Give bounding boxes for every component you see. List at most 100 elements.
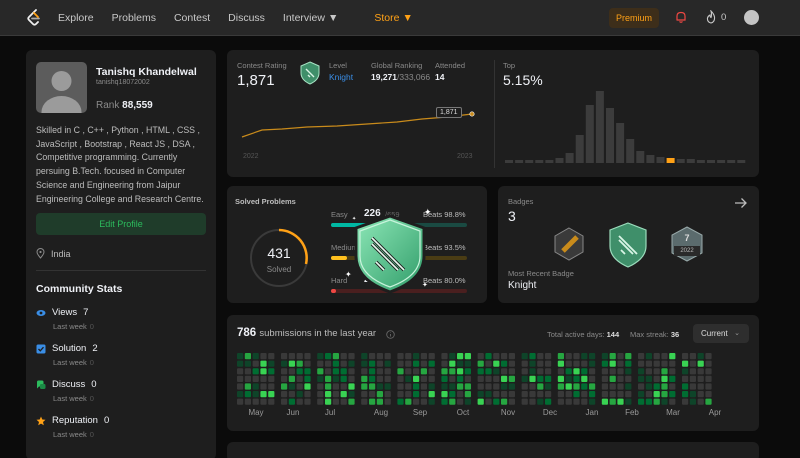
nav-discuss[interactable]: Discuss bbox=[228, 12, 265, 24]
heatmap-cell[interactable] bbox=[625, 353, 632, 360]
heatmap-cell[interactable] bbox=[244, 353, 251, 360]
heatmap-cell[interactable] bbox=[369, 398, 376, 405]
heatmap-cell[interactable] bbox=[508, 368, 515, 375]
heatmap-cell[interactable] bbox=[545, 383, 552, 390]
heatmap-cell[interactable] bbox=[413, 383, 420, 390]
heatmap-cell[interactable] bbox=[340, 360, 347, 367]
heatmap-cell[interactable] bbox=[252, 353, 259, 360]
heatmap-cell[interactable] bbox=[317, 391, 324, 398]
heatmap-cell[interactable] bbox=[348, 368, 355, 375]
heatmap-cell[interactable] bbox=[545, 353, 552, 360]
heatmap-cell[interactable] bbox=[477, 360, 484, 367]
heatmap-cell[interactable] bbox=[537, 391, 544, 398]
heatmap-cell[interactable] bbox=[689, 360, 696, 367]
heatmap-cell[interactable] bbox=[537, 398, 544, 405]
heatmap-cell[interactable] bbox=[384, 353, 391, 360]
heatmap-cell[interactable] bbox=[573, 383, 580, 390]
heatmap-cell[interactable] bbox=[325, 391, 332, 398]
heatmap-cell[interactable] bbox=[638, 368, 645, 375]
heatmap-cell[interactable] bbox=[317, 360, 324, 367]
heatmap-cell[interactable] bbox=[281, 398, 288, 405]
heatmap-cell[interactable] bbox=[573, 368, 580, 375]
heatmap-cell[interactable] bbox=[296, 398, 303, 405]
heatmap-cell[interactable] bbox=[565, 360, 572, 367]
heatmap-cell[interactable] bbox=[369, 353, 376, 360]
heatmap-cell[interactable] bbox=[501, 391, 508, 398]
heatmap-cell[interactable] bbox=[325, 375, 332, 382]
heatmap-cell[interactable] bbox=[348, 398, 355, 405]
badge-daily-icon[interactable] bbox=[670, 226, 704, 262]
heatmap-cell[interactable] bbox=[638, 398, 645, 405]
heatmap-cell[interactable] bbox=[581, 398, 588, 405]
heatmap-cell[interactable] bbox=[565, 391, 572, 398]
heatmap-cell[interactable] bbox=[545, 368, 552, 375]
heatmap-cell[interactable] bbox=[464, 383, 471, 390]
heatmap-cell[interactable] bbox=[705, 391, 712, 398]
heatmap-cell[interactable] bbox=[645, 375, 652, 382]
heatmap-cell[interactable] bbox=[682, 391, 689, 398]
heatmap-cell[interactable] bbox=[529, 375, 536, 382]
heatmap-cell[interactable] bbox=[689, 375, 696, 382]
heatmap-cell[interactable] bbox=[653, 383, 660, 390]
heatmap-cell[interactable] bbox=[420, 383, 427, 390]
heatmap-cell[interactable] bbox=[653, 360, 660, 367]
heatmap-cell[interactable] bbox=[384, 383, 391, 390]
heatmap-cell[interactable] bbox=[348, 383, 355, 390]
heatmap-cell[interactable] bbox=[428, 391, 435, 398]
heatmap-cell[interactable] bbox=[617, 398, 624, 405]
heatmap-cell[interactable] bbox=[413, 368, 420, 375]
fire-icon[interactable] bbox=[705, 10, 717, 24]
heatmap-cell[interactable] bbox=[521, 383, 528, 390]
heatmap-cell[interactable] bbox=[268, 375, 275, 382]
nav-explore[interactable]: Explore bbox=[58, 12, 94, 24]
heatmap-cell[interactable] bbox=[260, 353, 267, 360]
heatmap-cell[interactable] bbox=[645, 353, 652, 360]
heatmap-cell[interactable] bbox=[573, 398, 580, 405]
heatmap-cell[interactable] bbox=[252, 360, 259, 367]
heatmap-cell[interactable] bbox=[420, 368, 427, 375]
heatmap-cell[interactable] bbox=[288, 391, 295, 398]
heatmap-cell[interactable] bbox=[268, 353, 275, 360]
heatmap-cell[interactable] bbox=[457, 360, 464, 367]
heatmap-cell[interactable] bbox=[457, 391, 464, 398]
heatmap-cell[interactable] bbox=[260, 391, 267, 398]
avatar[interactable] bbox=[744, 10, 759, 25]
heatmap-cell[interactable] bbox=[304, 375, 311, 382]
heatmap-cell[interactable] bbox=[617, 368, 624, 375]
heatmap-cell[interactable] bbox=[288, 360, 295, 367]
heatmap-cell[interactable] bbox=[661, 368, 668, 375]
heatmap-cell[interactable] bbox=[565, 398, 572, 405]
heatmap-cell[interactable] bbox=[508, 375, 515, 382]
heatmap-cell[interactable] bbox=[669, 360, 676, 367]
heatmap-cell[interactable] bbox=[601, 391, 608, 398]
heatmap-cell[interactable] bbox=[557, 368, 564, 375]
heatmap-cell[interactable] bbox=[609, 398, 616, 405]
heatmap-cell[interactable] bbox=[237, 375, 244, 382]
heatmap-cell[interactable] bbox=[296, 391, 303, 398]
heatmap-cell[interactable] bbox=[252, 398, 259, 405]
heatmap-cell[interactable] bbox=[485, 375, 492, 382]
heatmap-cell[interactable] bbox=[441, 368, 448, 375]
heatmap-cell[interactable] bbox=[348, 353, 355, 360]
heatmap-cell[interactable] bbox=[268, 383, 275, 390]
heatmap-cell[interactable] bbox=[340, 368, 347, 375]
heatmap-cell[interactable] bbox=[369, 375, 376, 382]
heatmap-cell[interactable] bbox=[397, 368, 404, 375]
nav-problems[interactable]: Problems bbox=[111, 12, 156, 24]
heatmap-cell[interactable] bbox=[281, 353, 288, 360]
heatmap-cell[interactable] bbox=[705, 375, 712, 382]
heatmap-cell[interactable] bbox=[669, 398, 676, 405]
heatmap-cell[interactable] bbox=[669, 368, 676, 375]
heatmap-cell[interactable] bbox=[244, 391, 251, 398]
heatmap-cell[interactable] bbox=[340, 353, 347, 360]
heatmap-cell[interactable] bbox=[384, 368, 391, 375]
heatmap-cell[interactable] bbox=[638, 383, 645, 390]
heatmap-cell[interactable] bbox=[332, 391, 339, 398]
heatmap-cell[interactable] bbox=[508, 353, 515, 360]
heatmap-cell[interactable] bbox=[384, 375, 391, 382]
heatmap-cell[interactable] bbox=[325, 368, 332, 375]
heatmap-cell[interactable] bbox=[397, 353, 404, 360]
heatmap-cell[interactable] bbox=[413, 360, 420, 367]
heatmap-cell[interactable] bbox=[449, 368, 456, 375]
heatmap-cell[interactable] bbox=[332, 353, 339, 360]
